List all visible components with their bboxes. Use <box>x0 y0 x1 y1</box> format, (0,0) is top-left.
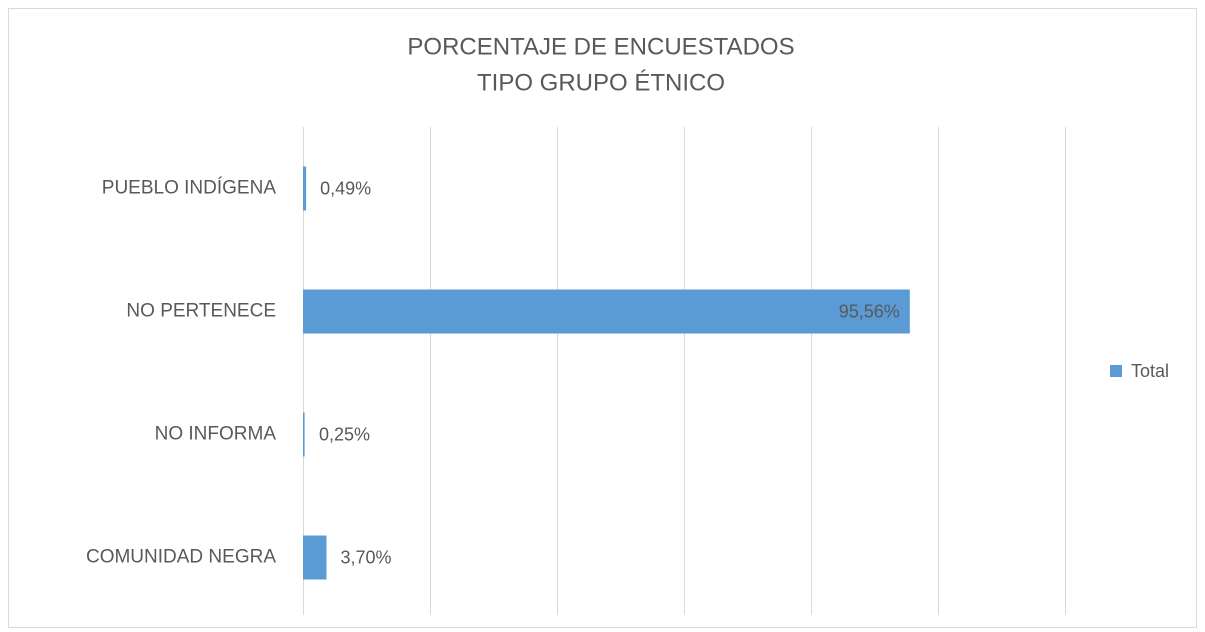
y-tick-label: NO INFORMA <box>155 424 277 445</box>
legend-label: Total <box>1131 361 1169 381</box>
data-label: 0,49% <box>320 178 371 198</box>
bar <box>303 412 305 457</box>
legend-swatch <box>1110 365 1122 377</box>
bar <box>303 535 327 580</box>
y-tick-label: PUEBLO INDÍGENA <box>102 178 277 199</box>
y-tick-label: NO PERTENECE <box>126 301 276 322</box>
data-label: 95,56% <box>839 301 900 321</box>
data-label: 3,70% <box>340 547 391 567</box>
chart-title: PORCENTAJE DE ENCUESTADOS <box>407 33 794 60</box>
bar <box>303 166 307 211</box>
chart-title: TIPO GRUPO ÉTNICO <box>477 69 725 96</box>
y-tick-label: COMUNIDAD NEGRA <box>86 547 276 568</box>
bar <box>303 289 910 334</box>
data-label: 0,25% <box>319 424 370 444</box>
